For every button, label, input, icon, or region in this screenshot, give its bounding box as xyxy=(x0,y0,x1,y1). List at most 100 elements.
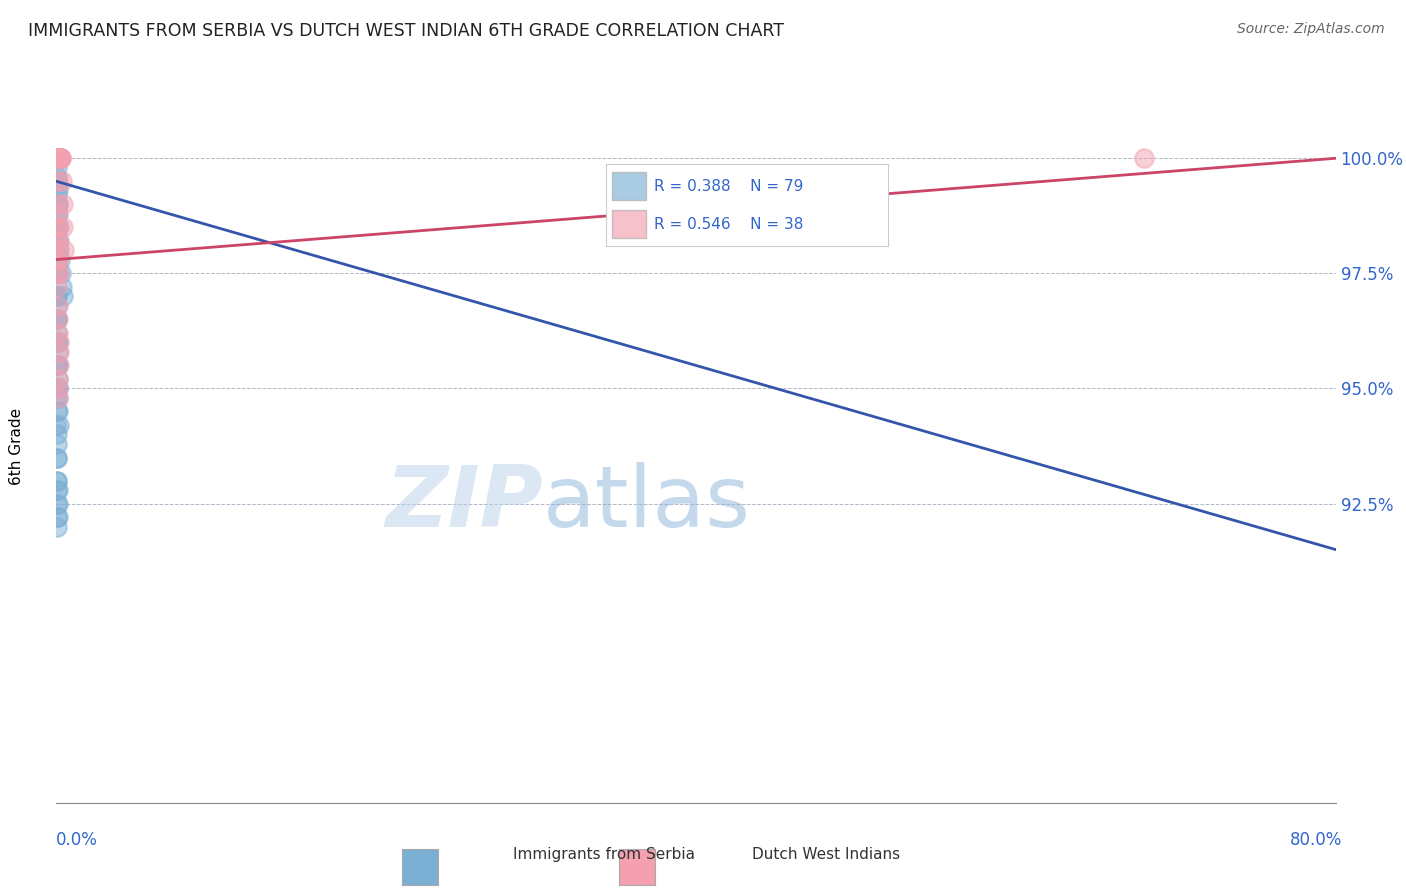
Point xyxy=(48,151,70,165)
Text: Immigrants from Serbia: Immigrants from Serbia xyxy=(513,847,695,862)
Point xyxy=(45,381,67,395)
Point xyxy=(49,151,72,165)
Point xyxy=(46,326,69,341)
Point xyxy=(46,372,69,386)
Point xyxy=(49,151,72,165)
Point xyxy=(45,483,67,497)
Point xyxy=(46,335,69,350)
Point xyxy=(46,206,69,220)
Point xyxy=(48,151,70,165)
Point xyxy=(48,266,70,280)
Point xyxy=(46,483,69,497)
Point xyxy=(46,312,69,326)
Point xyxy=(45,174,67,188)
Point xyxy=(46,335,69,350)
Text: Source: ZipAtlas.com: Source: ZipAtlas.com xyxy=(1237,22,1385,37)
Point xyxy=(52,197,75,211)
Point xyxy=(45,335,67,350)
Point xyxy=(45,289,67,303)
Text: IMMIGRANTS FROM SERBIA VS DUTCH WEST INDIAN 6TH GRADE CORRELATION CHART: IMMIGRANTS FROM SERBIA VS DUTCH WEST IND… xyxy=(28,22,785,40)
Point xyxy=(53,244,76,258)
Point xyxy=(51,280,73,294)
Point xyxy=(45,220,67,235)
Point xyxy=(46,266,69,280)
Point xyxy=(46,151,69,165)
Point xyxy=(46,206,69,220)
Point xyxy=(48,335,70,350)
Point xyxy=(48,151,70,165)
Point xyxy=(45,220,67,235)
Point xyxy=(46,178,69,193)
Point xyxy=(45,436,67,450)
Point xyxy=(45,252,67,267)
Point xyxy=(45,312,67,326)
Point xyxy=(48,151,70,165)
Point xyxy=(46,289,69,303)
Point xyxy=(46,280,69,294)
Point xyxy=(46,151,69,165)
Point xyxy=(46,381,69,395)
Point xyxy=(52,289,75,303)
Point xyxy=(45,220,67,235)
Point xyxy=(45,474,67,488)
Point xyxy=(46,161,69,175)
Point xyxy=(46,151,69,165)
Point xyxy=(46,151,69,165)
Point xyxy=(1133,151,1156,165)
Point xyxy=(46,510,69,524)
Point xyxy=(48,244,70,258)
Point xyxy=(46,169,69,184)
Point xyxy=(48,359,70,373)
Point xyxy=(48,234,70,248)
Point xyxy=(46,151,69,165)
Point xyxy=(45,289,67,303)
Point xyxy=(49,151,72,165)
Point xyxy=(46,188,69,202)
Point xyxy=(49,151,72,165)
Point xyxy=(46,174,69,188)
Point xyxy=(45,244,67,258)
Point xyxy=(45,252,67,267)
Point xyxy=(46,427,69,442)
Point xyxy=(49,151,72,165)
Point xyxy=(45,359,67,373)
Point xyxy=(46,197,69,211)
Point xyxy=(48,404,70,418)
Point xyxy=(46,151,69,165)
Point xyxy=(45,197,67,211)
Point xyxy=(45,197,67,211)
Point xyxy=(46,519,69,533)
Point xyxy=(46,497,69,511)
Point xyxy=(46,359,69,373)
Point xyxy=(46,266,69,280)
Point xyxy=(46,391,69,405)
Point xyxy=(45,174,67,188)
Point xyxy=(45,404,67,418)
Point xyxy=(45,266,67,280)
Point xyxy=(46,344,69,359)
Point xyxy=(46,381,69,395)
Point xyxy=(46,474,69,488)
Point xyxy=(46,391,69,405)
Point xyxy=(45,234,67,248)
Point xyxy=(49,151,72,165)
Text: ZIP: ZIP xyxy=(385,461,543,545)
Point xyxy=(48,151,70,165)
Text: 80.0%: 80.0% xyxy=(1291,831,1343,849)
Point xyxy=(48,344,70,359)
Text: 6th Grade: 6th Grade xyxy=(10,408,24,484)
Point xyxy=(49,266,72,280)
Point xyxy=(46,234,69,248)
Point xyxy=(46,312,69,326)
Point xyxy=(46,299,69,313)
Point xyxy=(51,174,73,188)
Point xyxy=(45,391,67,405)
Point xyxy=(46,312,69,326)
Point xyxy=(45,234,67,248)
Point xyxy=(46,184,69,198)
Point xyxy=(49,252,72,267)
Text: atlas: atlas xyxy=(543,461,751,545)
Point xyxy=(48,220,70,235)
Point xyxy=(48,151,70,165)
Point xyxy=(45,418,67,433)
